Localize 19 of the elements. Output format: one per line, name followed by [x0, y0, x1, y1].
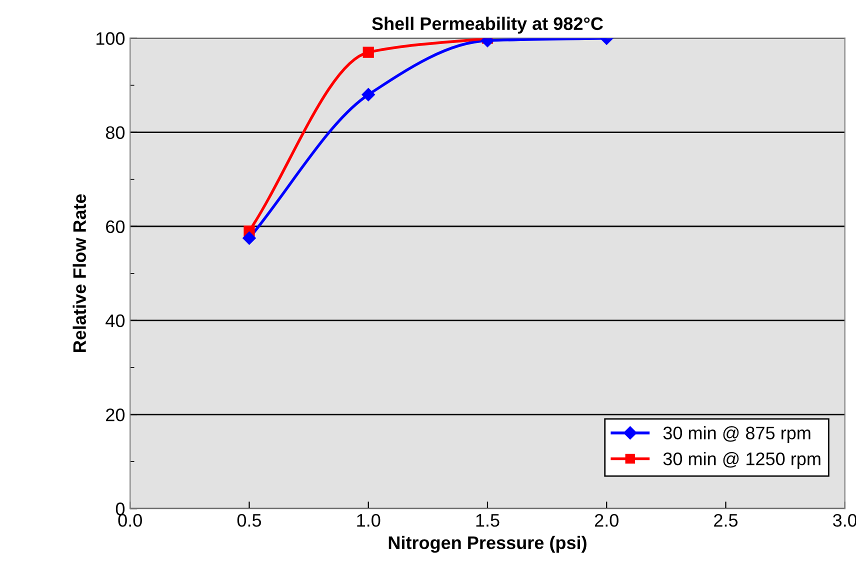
y-tick-label: 0	[116, 502, 125, 516]
y-tick-label: 40	[106, 314, 125, 328]
y-tick-label: 80	[106, 126, 125, 140]
x-axis-title: Nitrogen Pressure (psi)	[388, 536, 586, 553]
legend-label: 30 min @ 1250 rpm	[663, 452, 820, 469]
point	[362, 88, 375, 102]
chart-title: Shell Permeability at 982°C	[372, 16, 604, 34]
x-tick-label: 1.0	[357, 514, 380, 527]
y-tick-label: 60	[106, 220, 125, 234]
y-tick-label: 100	[96, 32, 125, 45]
legend-label: 30 min @ 875 rpm	[663, 426, 810, 443]
y-axis-title: Relative Flow Rate	[72, 194, 86, 352]
x-tick-label: 0.5	[237, 514, 262, 527]
x-tick-label: 1.5	[476, 514, 500, 527]
x-tick-label: 2.0	[594, 514, 618, 527]
y-tick-label: 20	[106, 408, 125, 422]
x-tick-label: 0.0	[118, 514, 142, 527]
point	[242, 232, 256, 245]
x-tick-label: 2.5	[714, 514, 738, 527]
